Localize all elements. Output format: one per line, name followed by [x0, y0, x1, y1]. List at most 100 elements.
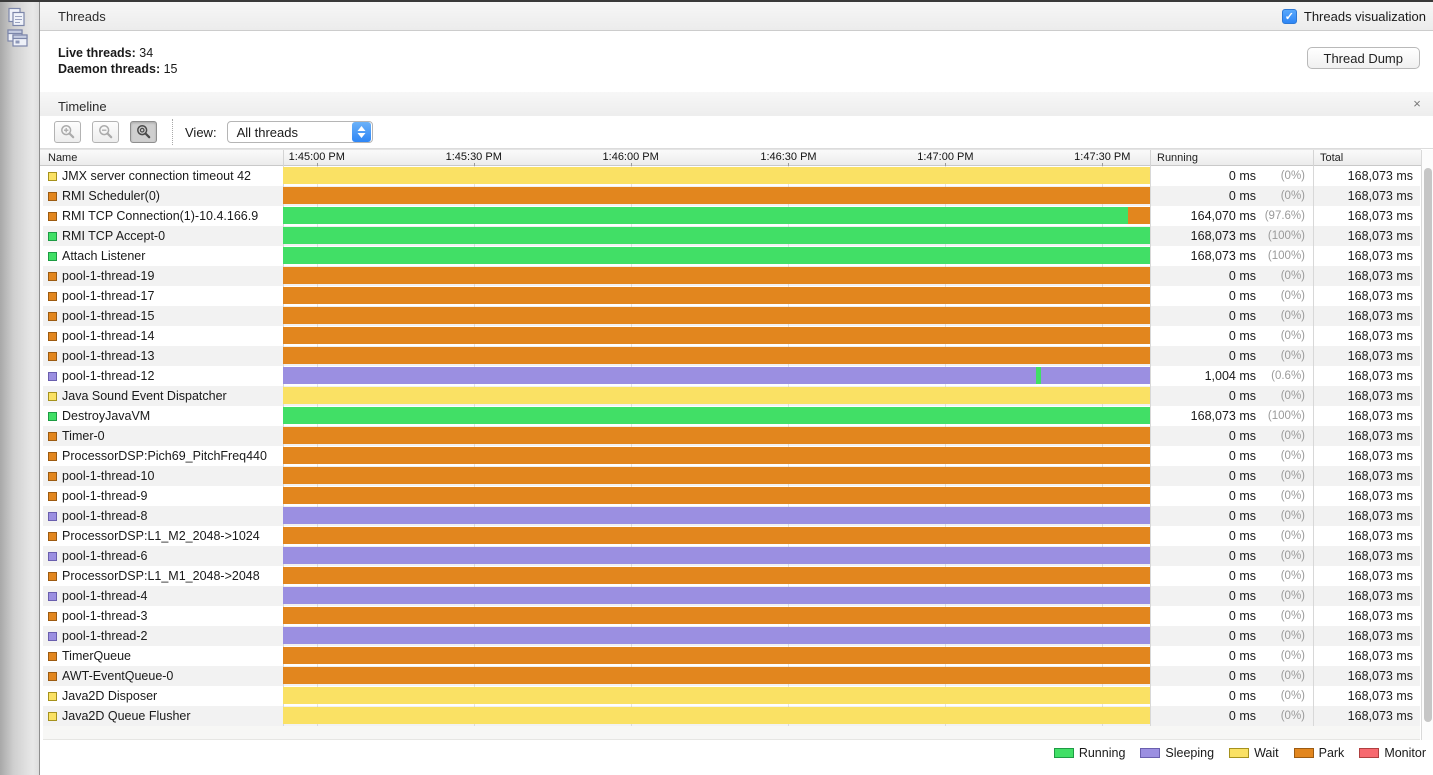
thread-total-cell: 168,073 ms — [1347, 289, 1413, 303]
thread-row[interactable]: Java2D Disposer 0 ms (0%) 168,073 ms — [43, 686, 1420, 706]
live-threads-value: 34 — [139, 46, 154, 60]
thread-name: AWT-EventQueue-0 — [62, 669, 174, 683]
thread-row[interactable]: pool-1-thread-13 0 ms (0%) 168,073 ms — [43, 346, 1420, 366]
thread-timeline-cell — [283, 386, 1150, 406]
thread-timeline-cell — [283, 346, 1150, 366]
thread-row[interactable]: pool-1-thread-15 0 ms (0%) 168,073 ms — [43, 306, 1420, 326]
thread-row[interactable]: Attach Listener 168,073 ms (100%) 168,073 m… — [43, 246, 1420, 266]
bar-segment-sleeping — [283, 627, 1150, 644]
scrollbar-thumb[interactable] — [1424, 168, 1432, 722]
legend-item-park: Park — [1293, 746, 1345, 760]
bar-segment-park — [283, 447, 1150, 464]
column-header-total[interactable]: Total — [1320, 152, 1344, 164]
thread-name: Attach Listener — [62, 249, 146, 263]
thread-state-bar — [283, 507, 1150, 524]
thread-row[interactable]: Java2D Queue Flusher 0 ms (0%) 168,073 ms — [43, 706, 1420, 726]
thread-row[interactable]: pool-1-thread-3 0 ms (0%) 168,073 ms — [43, 606, 1420, 626]
thread-name-cell: pool-1-thread-4 — [43, 586, 283, 606]
thread-name-cell: Java2D Disposer — [43, 686, 283, 706]
thread-row[interactable]: TimerQueue 0 ms (0%) 168,073 ms — [43, 646, 1420, 666]
thread-running-cell: 0 ms (0%) — [1150, 646, 1313, 666]
legend-label: Monitor — [1384, 746, 1426, 760]
bar-segment-running — [283, 227, 1150, 244]
thread-state-icon — [48, 471, 57, 481]
zoom-fit-button[interactable] — [130, 121, 157, 143]
table-header: Name 1:45:00 PM 1:45:30 PM 1:46:00 PM 1:46:… — [40, 149, 1421, 167]
view-dropdown[interactable]: All threads — [226, 121, 373, 143]
thread-row[interactable]: ProcessorDSP:Pich69_PitchFreq440 0 ms (0%)… — [43, 446, 1420, 466]
thread-timeline-cell — [283, 566, 1150, 586]
thread-name: pool-1-thread-10 — [62, 469, 155, 483]
thread-row[interactable]: pool-1-thread-14 0 ms (0%) 168,073 ms — [43, 326, 1420, 346]
running-value: 0 ms — [1228, 649, 1256, 663]
thread-state-icon — [48, 531, 57, 541]
threads-summary: Live threads: 34 Daemon threads: 15 — [58, 45, 178, 77]
legend-label: Wait — [1254, 746, 1279, 760]
running-percent: (0%) — [1280, 650, 1305, 662]
thread-name: ProcessorDSP:L1_M1_2048->2048 — [62, 569, 260, 583]
thread-timeline-cell — [283, 686, 1150, 706]
column-header-running[interactable]: Running — [1157, 152, 1198, 164]
thread-row[interactable]: pool-1-thread-12 1,004 ms (0.6%) 168,073 ms — [43, 366, 1420, 386]
thread-row[interactable]: Java Sound Event Dispatcher 0 ms (0%) 168,0… — [43, 386, 1420, 406]
vertical-scrollbar[interactable] — [1421, 150, 1433, 740]
legend-swatch-monitor — [1359, 748, 1380, 758]
copy-icon[interactable] — [6, 7, 28, 33]
thread-row[interactable]: RMI Scheduler(0) 0 ms (0%) 168,073 ms — [43, 186, 1420, 206]
thread-row[interactable]: ProcessorDSP:L1_M1_2048->2048 0 ms (0%) 168… — [43, 566, 1420, 586]
thread-row[interactable]: RMI TCP Accept-0 168,073 ms (100%) 168,073 … — [43, 226, 1420, 246]
thread-row[interactable]: DestroyJavaVM 168,073 ms (100%) 168,073 ms — [43, 406, 1420, 426]
thread-total-cell: 168,073 ms — [1347, 649, 1413, 663]
thread-timeline-cell — [283, 446, 1150, 466]
thread-state-bar — [283, 207, 1150, 224]
close-icon[interactable]: × — [1413, 96, 1421, 111]
thread-row[interactable]: RMI TCP Connection(1)-10.4.166.9 164,070 … — [43, 206, 1420, 226]
thread-name-cell: pool-1-thread-2 — [43, 626, 283, 646]
thread-row[interactable]: pool-1-thread-6 0 ms (0%) 168,073 ms — [43, 546, 1420, 566]
bar-segment-park — [283, 427, 1150, 444]
thread-row[interactable]: pool-1-thread-4 0 ms (0%) 168,073 ms — [43, 586, 1420, 606]
thread-name: pool-1-thread-2 — [62, 629, 148, 643]
thread-name: Timer-0 — [62, 429, 105, 443]
thread-state-bar — [283, 387, 1150, 404]
thread-state-icon — [48, 631, 57, 641]
thread-row[interactable]: pool-1-thread-19 0 ms (0%) 168,073 ms — [43, 266, 1420, 286]
running-percent: (0%) — [1280, 190, 1305, 202]
threads-visualization-checkbox[interactable]: ✓ — [1281, 8, 1297, 24]
thread-row[interactable]: pool-1-thread-17 0 ms (0%) 168,073 ms — [43, 286, 1420, 306]
thread-row[interactable]: Timer-0 0 ms (0%) 168,073 ms — [43, 426, 1420, 446]
legend-item-running: Running — [1053, 746, 1125, 760]
legend-label: Park — [1318, 746, 1345, 760]
thread-row[interactable]: pool-1-thread-9 0 ms (0%) 168,073 ms — [43, 486, 1420, 506]
snapshot-icon[interactable] — [6, 28, 29, 54]
running-value: 0 ms — [1228, 629, 1256, 643]
thread-dump-button[interactable]: Thread Dump — [1306, 47, 1420, 69]
thread-timeline-cell — [283, 706, 1150, 726]
zoom-in-button[interactable] — [54, 121, 81, 143]
bar-segment-running — [283, 407, 1150, 424]
thread-row[interactable]: pool-1-thread-10 0 ms (0%) 168,073 ms — [43, 466, 1420, 486]
thread-timeline-cell — [283, 166, 1150, 186]
thread-state-icon — [48, 651, 57, 661]
thread-timeline-cell — [283, 626, 1150, 646]
bar-segment-park — [283, 647, 1150, 664]
thread-row[interactable]: pool-1-thread-8 0 ms (0%) 168,073 ms — [43, 506, 1420, 526]
thread-row[interactable]: pool-1-thread-2 0 ms (0%) 168,073 ms — [43, 626, 1420, 646]
running-value: 0 ms — [1228, 309, 1256, 323]
thread-row[interactable]: ProcessorDSP:L1_M2_2048->1024 0 ms (0%) 168… — [43, 526, 1420, 546]
thread-state-bar — [283, 247, 1150, 264]
thread-row[interactable]: AWT-EventQueue-0 0 ms (0%) 168,073 ms — [43, 666, 1420, 686]
thread-running-cell: 0 ms (0%) — [1150, 706, 1313, 726]
running-value: 0 ms — [1228, 329, 1256, 343]
thread-name-cell: ProcessorDSP:Pich69_PitchFreq440 — [43, 446, 283, 466]
bar-segment-park — [283, 187, 1150, 204]
thread-state-icon — [48, 591, 57, 601]
thread-row[interactable]: JMX server connection timeout 42 0 ms (0%)… — [43, 166, 1420, 186]
column-divider — [1313, 166, 1314, 726]
threads-section-header: Threads ✓ Threads visualization — [40, 2, 1433, 31]
thread-timeline-cell — [283, 546, 1150, 566]
bar-segment-park — [283, 347, 1150, 364]
running-value: 0 ms — [1228, 429, 1256, 443]
zoom-out-button[interactable] — [92, 121, 119, 143]
column-header-name[interactable]: Name — [48, 152, 78, 164]
